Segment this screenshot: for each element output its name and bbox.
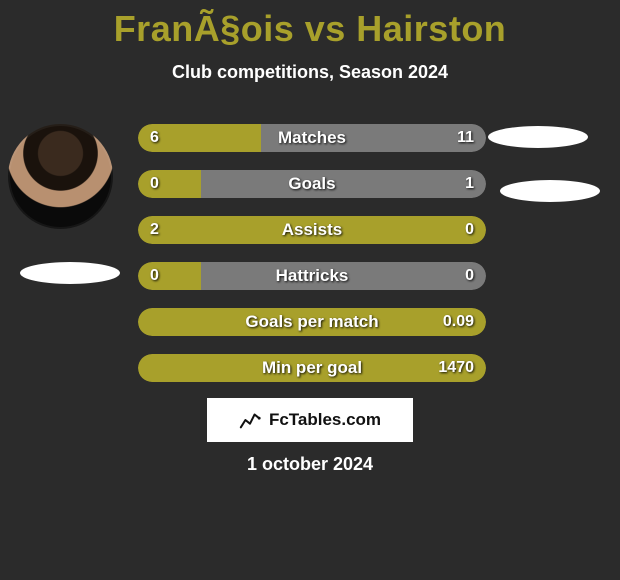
brand-text: FcTables.com <box>269 410 381 430</box>
stat-bar-player1 <box>138 262 201 290</box>
stat-bar-player1 <box>138 216 486 244</box>
brand-logo-icon <box>239 409 261 431</box>
player1-avatar <box>8 124 113 229</box>
stat-row: Goals per match0.09 <box>138 308 486 336</box>
stat-bar-player2 <box>261 124 486 152</box>
stat-row: Goals01 <box>138 170 486 198</box>
stat-bar-player2 <box>201 262 486 290</box>
page-title: FranÃ§ois vs Hairston <box>0 8 620 50</box>
brand-badge: FcTables.com <box>207 398 413 442</box>
stat-bar-player1 <box>138 170 201 198</box>
stat-row: Hattricks00 <box>138 262 486 290</box>
date-text: 1 october 2024 <box>0 454 620 475</box>
shadow-ellipse-mid-right <box>500 180 600 202</box>
shadow-ellipse-bottom-left <box>20 262 120 284</box>
stat-bar-player2 <box>201 170 486 198</box>
stat-bar-player1 <box>138 354 486 382</box>
stat-row: Matches611 <box>138 124 486 152</box>
stat-bar-player1 <box>138 308 486 336</box>
stat-row: Assists20 <box>138 216 486 244</box>
page-subtitle: Club competitions, Season 2024 <box>0 62 620 83</box>
stat-row: Min per goal1470 <box>138 354 486 382</box>
comparison-bars: Matches611 Goals01 Assists20 Hattricks00 Goa… <box>138 124 486 400</box>
stat-bar-player1 <box>138 124 261 152</box>
shadow-ellipse-top-right <box>488 126 588 148</box>
